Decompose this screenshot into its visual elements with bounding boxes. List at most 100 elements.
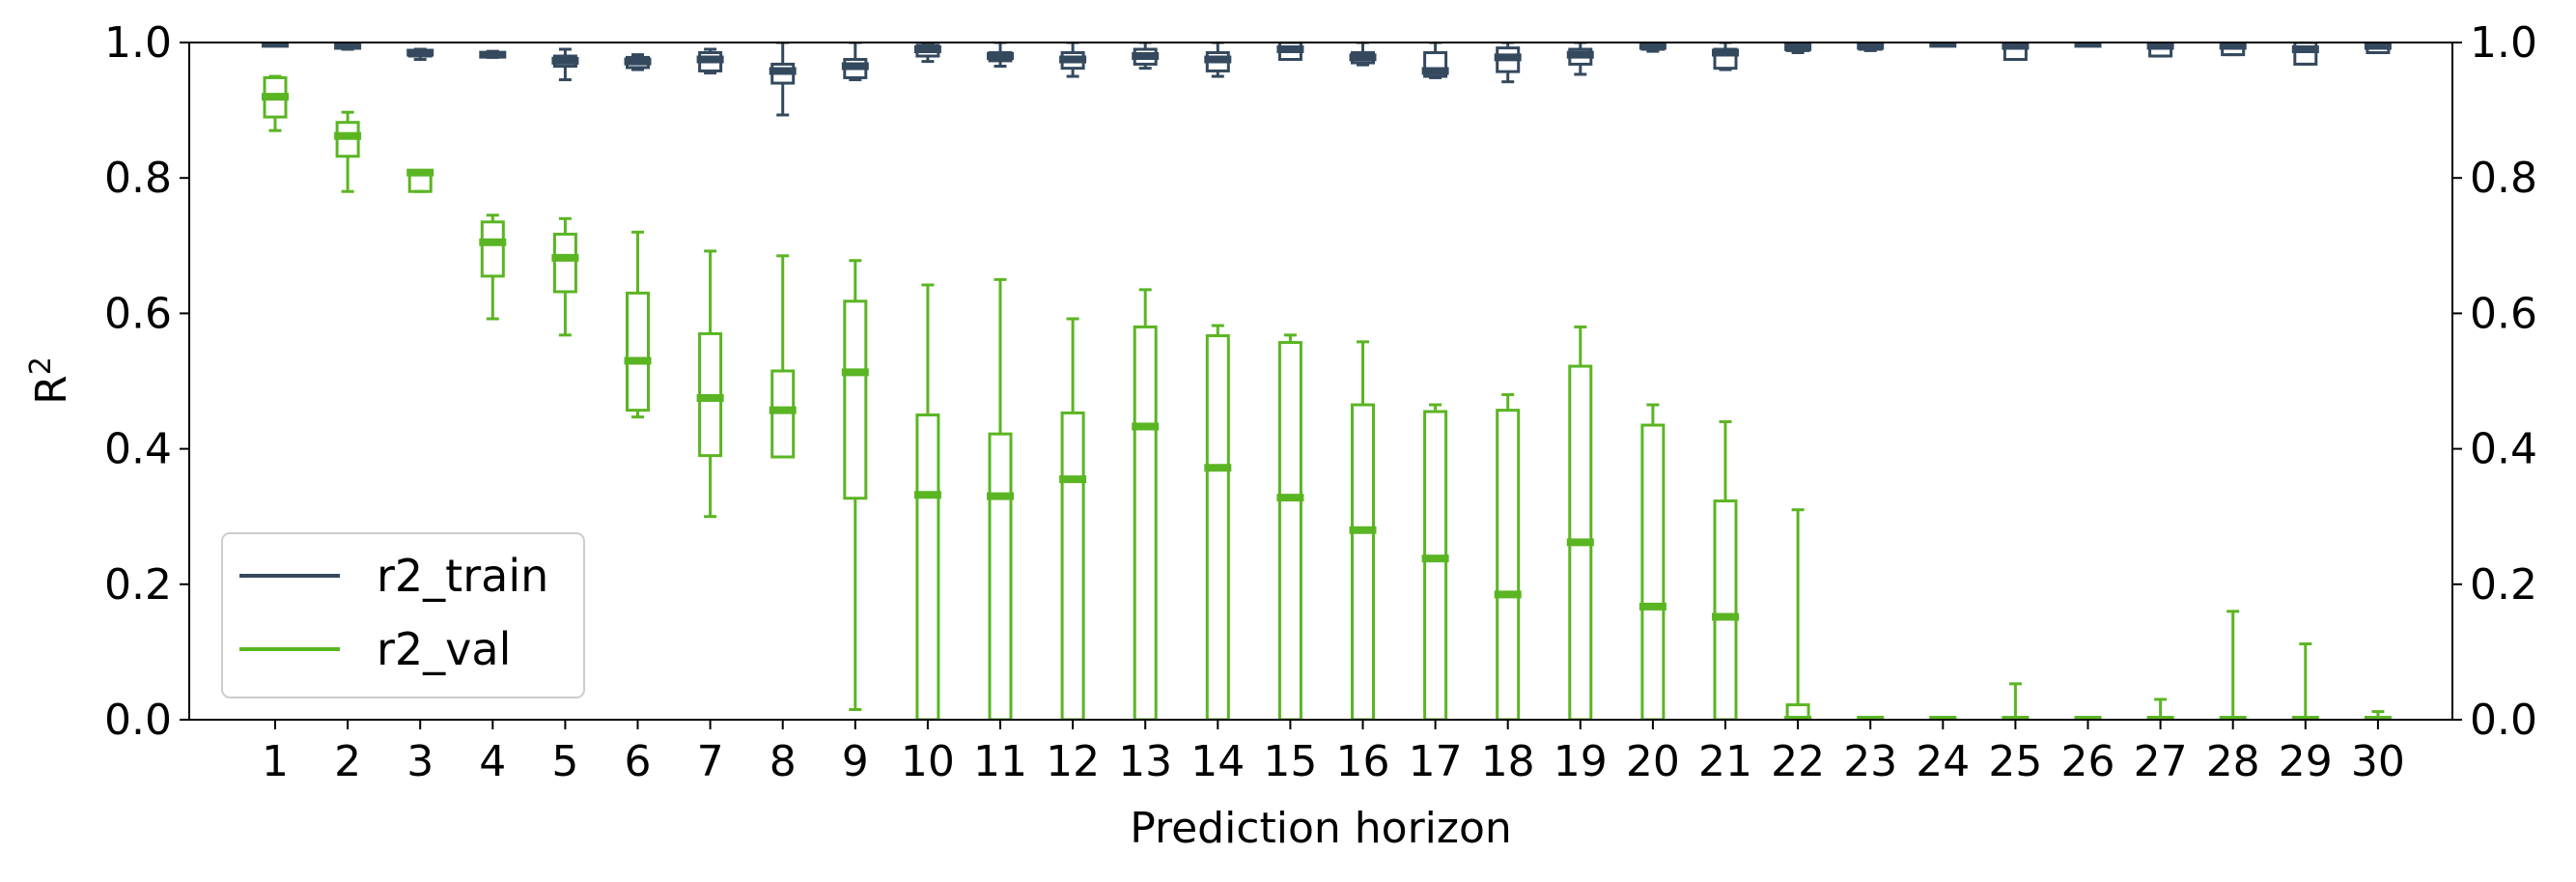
box-r2_val bbox=[2146, 697, 2174, 720]
x-tick-label: 4 bbox=[479, 737, 506, 786]
x-tick-label: 15 bbox=[1263, 737, 1317, 786]
box-r2_val bbox=[841, 259, 869, 711]
y-right-tick-label: 0.0 bbox=[2470, 696, 2537, 745]
box-iqr bbox=[1785, 703, 1810, 720]
box-r2_val bbox=[1132, 288, 1160, 720]
box-r2_val bbox=[1712, 420, 1739, 720]
box-iqr bbox=[1640, 423, 1666, 720]
y-right-tick-label: 0.8 bbox=[2470, 154, 2537, 203]
box-iqr bbox=[480, 220, 505, 278]
box-r2_train bbox=[479, 49, 507, 59]
box-iqr bbox=[1423, 51, 1448, 78]
box-r2_train bbox=[624, 53, 652, 71]
box-iqr bbox=[2293, 43, 2318, 66]
x-tick-label: 29 bbox=[2279, 737, 2333, 786]
x-tick-label: 17 bbox=[1409, 737, 1463, 786]
y-axis-title-base: R bbox=[27, 375, 76, 405]
box-r2_val bbox=[406, 168, 434, 193]
box-r2_train bbox=[2364, 43, 2392, 55]
box-r2_train bbox=[987, 43, 1014, 69]
y-left-tick-label: 0.4 bbox=[104, 425, 172, 474]
y-left-tick-label: 0.0 bbox=[104, 696, 172, 745]
box-r2_train bbox=[1784, 43, 1812, 55]
box-r2_train bbox=[1421, 43, 1449, 79]
box-r2_val bbox=[913, 283, 941, 720]
box-r2_train bbox=[2219, 43, 2247, 57]
box-r2_val bbox=[262, 74, 289, 132]
x-axis-title: Prediction horizon bbox=[1130, 804, 1512, 853]
box-r2_val bbox=[987, 277, 1014, 720]
box-r2_val bbox=[1421, 403, 1449, 720]
box-r2_val bbox=[1566, 325, 1594, 720]
box-iqr bbox=[1060, 411, 1085, 720]
box-iqr bbox=[626, 291, 650, 413]
box-r2_val bbox=[551, 216, 579, 337]
box-iqr bbox=[988, 432, 1013, 720]
box-r2_train bbox=[406, 47, 434, 62]
x-tick-label: 30 bbox=[2351, 737, 2405, 786]
x-tick-label: 6 bbox=[625, 737, 652, 786]
box-r2_train bbox=[696, 47, 724, 75]
y-axis-left: 0.0 0.2 0.4 0.6 0.8 1.0 bbox=[104, 18, 189, 745]
x-tick-label: 23 bbox=[1843, 737, 1897, 786]
box-iqr bbox=[1496, 409, 1521, 720]
y-left-tick-label: 0.8 bbox=[104, 154, 172, 203]
box-iqr bbox=[843, 299, 868, 500]
series-r2_train bbox=[262, 43, 2392, 117]
legend: r2_train r2_val bbox=[221, 532, 585, 698]
x-tick-label: 22 bbox=[1771, 737, 1825, 786]
box-r2_train bbox=[2002, 43, 2030, 62]
x-tick-label: 18 bbox=[1481, 737, 1535, 786]
x-tick-label: 9 bbox=[842, 737, 869, 786]
box-r2_train bbox=[2146, 43, 2174, 58]
x-tick-label: 27 bbox=[2134, 737, 2188, 786]
box-r2_val bbox=[2002, 682, 2030, 720]
box-r2_train bbox=[1204, 43, 1232, 78]
box-iqr bbox=[1423, 410, 1448, 720]
box-r2_val bbox=[769, 254, 797, 459]
x-tick-label: 28 bbox=[2206, 737, 2260, 786]
x-tick-label: 21 bbox=[1698, 737, 1752, 786]
box-r2_val bbox=[1349, 340, 1377, 720]
box-r2_train bbox=[1059, 43, 1087, 78]
x-tick-label: 11 bbox=[973, 737, 1027, 786]
x-tick-label: 10 bbox=[901, 737, 955, 786]
box-iqr bbox=[1133, 325, 1158, 720]
y-axis-title-superscript: 2 bbox=[24, 356, 58, 375]
box-r2_val bbox=[1276, 333, 1304, 720]
box-r2_train bbox=[913, 43, 941, 64]
box-r2_train bbox=[1638, 43, 1666, 53]
boxes-layer bbox=[262, 43, 2392, 720]
box-r2_val bbox=[1494, 393, 1522, 720]
y-right-tick-label: 0.2 bbox=[2470, 560, 2537, 610]
box-iqr bbox=[1351, 403, 1375, 720]
x-axis: 1 2 3 4 5 6 7 8 9 10 11 12 13 14 15 16 17 18 19 20 21 22 23 24 2… bbox=[262, 720, 2405, 786]
x-tick-label: 1 bbox=[262, 737, 289, 786]
box-r2_train bbox=[2291, 43, 2319, 66]
x-tick-label: 3 bbox=[406, 737, 434, 786]
box-r2_train bbox=[1494, 43, 1522, 84]
x-tick-label: 2 bbox=[334, 737, 361, 786]
series-r2_val bbox=[262, 74, 2392, 720]
plot-area-frame bbox=[188, 42, 2453, 721]
box-r2_val bbox=[334, 110, 362, 193]
svg-text:R2: R2 bbox=[24, 356, 76, 405]
y-right-tick-label: 1.0 bbox=[2470, 18, 2537, 68]
x-tick-label: 26 bbox=[2061, 737, 2115, 786]
box-r2_train bbox=[1929, 43, 1957, 48]
box-iqr bbox=[915, 413, 940, 720]
legend-label-r2-val: r2_val bbox=[377, 623, 511, 675]
box-r2_train bbox=[769, 43, 797, 117]
box-iqr bbox=[2002, 43, 2028, 62]
x-tick-label: 16 bbox=[1336, 737, 1390, 786]
x-tick-label: 7 bbox=[697, 737, 724, 786]
y-right-tick-label: 0.6 bbox=[2470, 289, 2537, 338]
box-r2_train bbox=[841, 43, 869, 82]
x-tick-label: 19 bbox=[1554, 737, 1608, 786]
box-r2_val bbox=[696, 249, 724, 519]
x-tick-label: 13 bbox=[1118, 737, 1172, 786]
y-left-tick-label: 1.0 bbox=[104, 18, 172, 68]
x-tick-label: 8 bbox=[770, 737, 797, 786]
box-r2_train bbox=[1857, 43, 1885, 52]
